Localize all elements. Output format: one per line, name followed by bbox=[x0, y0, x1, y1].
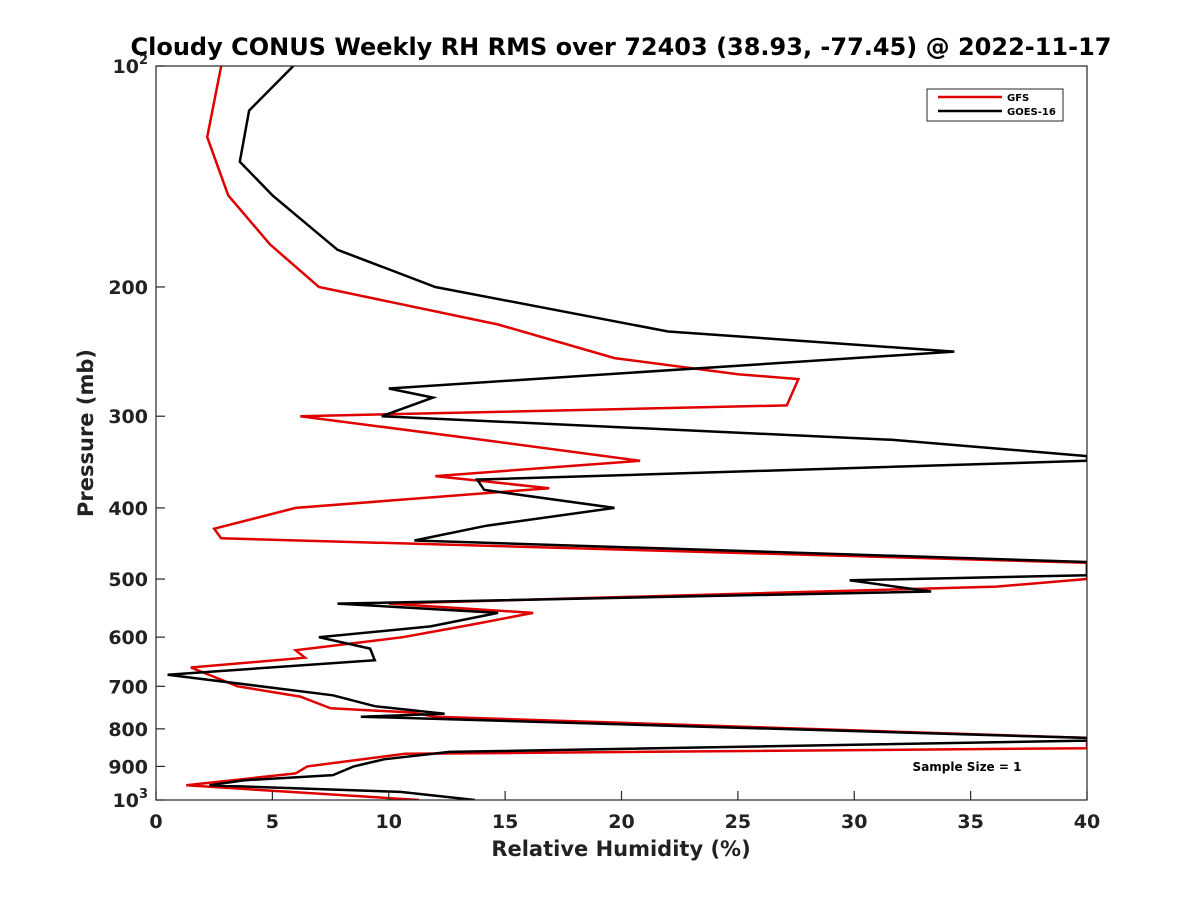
sample-size-annotation: Sample Size = 1 bbox=[913, 760, 1022, 774]
plot-area bbox=[155, 65, 1088, 801]
y-tick-label: 400 bbox=[108, 498, 148, 520]
y-axis-label: Pressure (mb) bbox=[74, 349, 98, 517]
x-tick-label: 40 bbox=[1074, 811, 1100, 833]
y-tick-label: 600 bbox=[108, 627, 148, 649]
x-tick-label: 0 bbox=[149, 811, 162, 833]
y-axis: 102 200 300 400 500 600 700 800 900 103 bbox=[108, 53, 165, 812]
y-tick-label: 500 bbox=[108, 569, 148, 591]
x-tick-label: 30 bbox=[841, 811, 867, 833]
series-line-goes-16 bbox=[167, 66, 1087, 800]
y-tick-label: 300 bbox=[108, 406, 148, 428]
legend: GFS GOES-16 bbox=[926, 88, 1064, 122]
legend-label-gfs: GFS bbox=[1007, 93, 1029, 104]
x-tick-label: 5 bbox=[266, 811, 279, 833]
series-line-gfs bbox=[186, 66, 1087, 800]
series-layer bbox=[167, 66, 1087, 800]
y-tick-label: 800 bbox=[108, 719, 148, 741]
x-axis: 0 5 10 15 20 25 30 35 40 bbox=[149, 791, 1100, 833]
x-tick-label: 15 bbox=[492, 811, 518, 833]
x-tick-label: 25 bbox=[725, 811, 751, 833]
y-tick-label: 200 bbox=[108, 277, 148, 299]
x-tick-label: 35 bbox=[957, 811, 983, 833]
x-tick-label: 20 bbox=[608, 811, 634, 833]
legend-label-goes16: GOES-16 bbox=[1007, 107, 1056, 118]
y-tick-label: 900 bbox=[108, 756, 148, 778]
y-tick-label: 103 bbox=[113, 787, 149, 812]
y-tick-label: 102 bbox=[113, 53, 149, 78]
y-tick-label: 700 bbox=[108, 676, 148, 698]
x-axis-label: Relative Humidity (%) bbox=[491, 837, 750, 861]
legend-box bbox=[926, 88, 1064, 122]
x-tick-label: 10 bbox=[376, 811, 402, 833]
chart-title: Cloudy CONUS Weekly RH RMS over 72403 (3… bbox=[131, 33, 1112, 61]
